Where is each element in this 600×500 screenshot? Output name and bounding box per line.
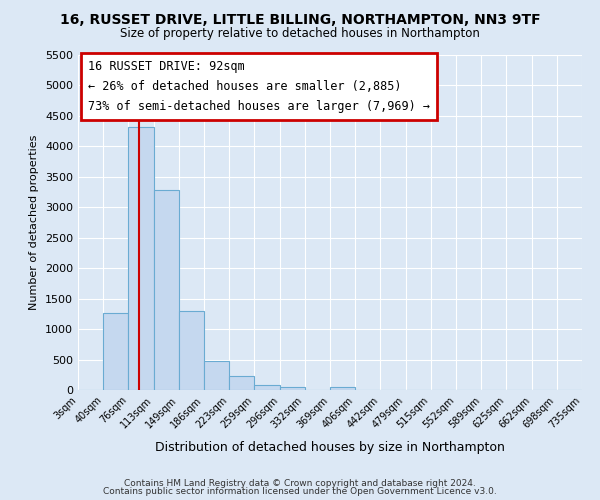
Text: 16 RUSSET DRIVE: 92sqm
← 26% of detached houses are smaller (2,885)
73% of semi-: 16 RUSSET DRIVE: 92sqm ← 26% of detached… [88,60,430,113]
Bar [179,312,204,390]
Text: Size of property relative to detached houses in Northampton: Size of property relative to detached ho… [120,28,480,40]
Text: Contains public sector information licensed under the Open Government Licence v3: Contains public sector information licen… [103,487,497,496]
Bar [204,361,229,390]
Bar [154,190,179,390]
Bar [280,386,305,390]
Text: Contains HM Land Registry data © Crown copyright and database right 2024.: Contains HM Land Registry data © Crown c… [124,478,476,488]
Bar [128,127,154,390]
Bar [254,385,280,390]
Text: 16, RUSSET DRIVE, LITTLE BILLING, NORTHAMPTON, NN3 9TF: 16, RUSSET DRIVE, LITTLE BILLING, NORTHA… [59,12,541,26]
Bar [103,312,128,390]
X-axis label: Distribution of detached houses by size in Northampton: Distribution of detached houses by size … [155,441,505,454]
Bar [330,386,355,390]
Y-axis label: Number of detached properties: Number of detached properties [29,135,40,310]
Bar [229,376,254,390]
